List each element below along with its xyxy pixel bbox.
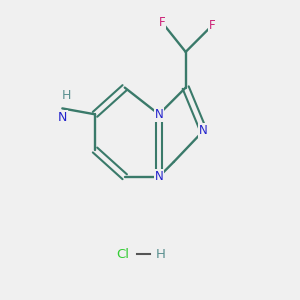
Text: H: H bbox=[155, 248, 165, 260]
Text: H: H bbox=[62, 88, 71, 101]
Text: F: F bbox=[159, 16, 165, 29]
Text: Cl: Cl bbox=[117, 248, 130, 260]
Text: N: N bbox=[154, 170, 163, 183]
Text: F: F bbox=[209, 19, 216, 32]
Text: N: N bbox=[58, 111, 67, 124]
Text: N: N bbox=[154, 108, 163, 121]
Text: N: N bbox=[199, 124, 208, 137]
